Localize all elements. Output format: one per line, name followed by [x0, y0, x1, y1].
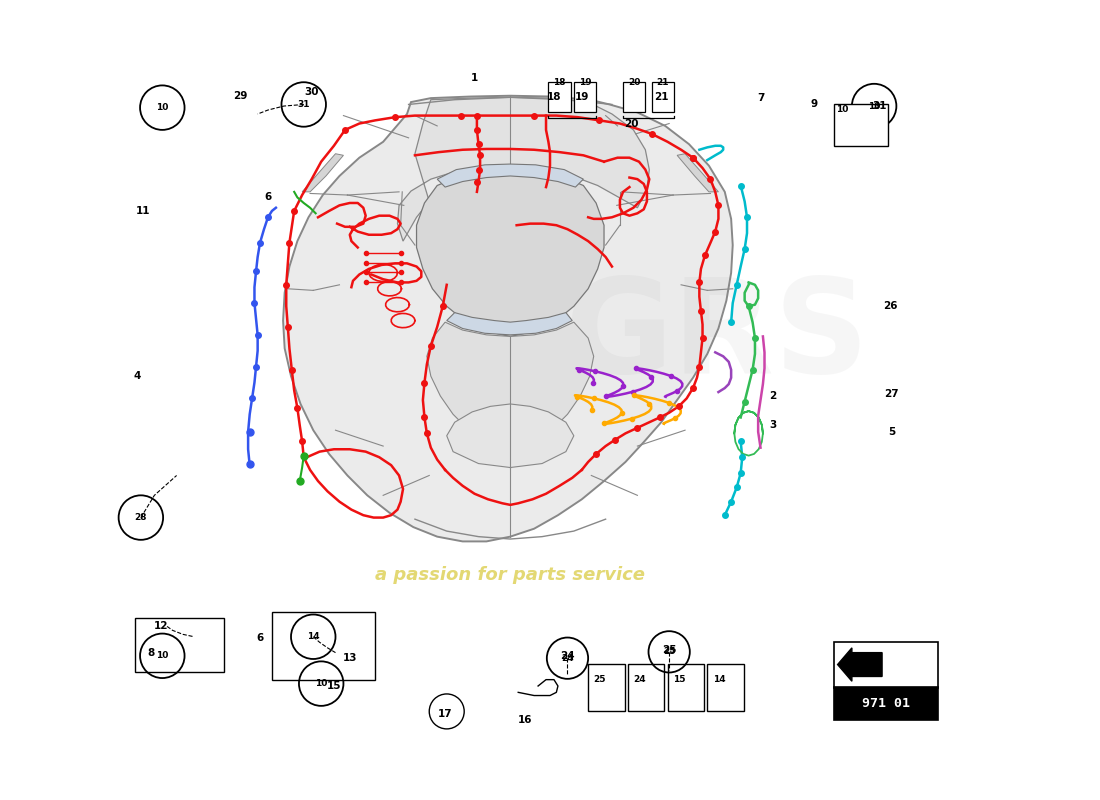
Polygon shape	[397, 98, 649, 241]
Text: 25: 25	[662, 646, 676, 655]
Text: 31: 31	[872, 101, 887, 111]
Polygon shape	[437, 164, 583, 187]
Text: 18: 18	[547, 91, 561, 102]
Text: 18: 18	[553, 78, 565, 86]
Bar	[628, 664, 664, 711]
Text: 20: 20	[624, 118, 638, 129]
Text: 5: 5	[888, 426, 895, 437]
Text: 21: 21	[657, 78, 669, 86]
Text: 10: 10	[156, 103, 168, 112]
Text: 14: 14	[307, 632, 320, 642]
Polygon shape	[417, 171, 604, 337]
Text: 24: 24	[634, 675, 646, 684]
Text: 971 01: 971 01	[862, 697, 910, 710]
Bar	[135, 618, 224, 672]
Text: 27: 27	[884, 389, 899, 398]
Text: 13: 13	[342, 653, 358, 663]
Text: 24: 24	[561, 654, 574, 662]
Bar	[549, 82, 571, 113]
Text: 15: 15	[673, 675, 685, 684]
FancyArrow shape	[837, 648, 882, 682]
Text: 1: 1	[471, 74, 478, 83]
Text: 19: 19	[579, 78, 592, 86]
Polygon shape	[427, 322, 594, 454]
Bar	[835, 642, 937, 687]
Text: 31: 31	[297, 100, 310, 109]
Text: 14: 14	[713, 675, 726, 684]
Text: 4: 4	[133, 371, 141, 381]
Text: 17: 17	[438, 709, 452, 719]
Polygon shape	[283, 96, 733, 542]
Bar	[835, 105, 889, 146]
Bar	[651, 82, 674, 113]
Text: 20: 20	[628, 78, 640, 86]
Bar	[835, 686, 937, 720]
Text: 6: 6	[264, 193, 272, 202]
Text: 24: 24	[560, 651, 575, 661]
Text: 7: 7	[757, 93, 764, 103]
Text: 10: 10	[315, 679, 328, 688]
Polygon shape	[447, 313, 572, 335]
Text: 28: 28	[134, 513, 147, 522]
Text: 11: 11	[136, 206, 151, 216]
Text: 10: 10	[156, 651, 168, 660]
Bar	[623, 82, 646, 113]
Text: a passion for parts service: a passion for parts service	[375, 566, 646, 584]
Text: 2: 2	[769, 391, 777, 401]
Text: 12: 12	[154, 622, 168, 631]
Bar	[668, 664, 704, 711]
Polygon shape	[678, 154, 718, 192]
Text: 15: 15	[327, 681, 341, 691]
Text: 9: 9	[811, 99, 817, 110]
Text: 25: 25	[663, 647, 675, 656]
Text: 10: 10	[836, 106, 848, 114]
Text: 21: 21	[654, 91, 669, 102]
Bar	[588, 664, 625, 711]
Text: 30: 30	[305, 86, 319, 97]
Text: GRS: GRS	[564, 273, 869, 400]
Text: 8: 8	[147, 648, 155, 658]
Polygon shape	[302, 154, 343, 192]
Text: 10: 10	[868, 102, 880, 110]
Bar	[574, 82, 596, 113]
Text: 16: 16	[517, 715, 531, 725]
Text: 19: 19	[574, 91, 589, 102]
Text: 6: 6	[256, 634, 264, 643]
Bar	[707, 664, 744, 711]
Text: 25: 25	[594, 675, 606, 684]
Text: 29: 29	[233, 90, 248, 101]
Bar	[272, 612, 375, 680]
Polygon shape	[447, 404, 574, 467]
Text: 26: 26	[883, 302, 898, 311]
Text: 3: 3	[769, 421, 777, 430]
